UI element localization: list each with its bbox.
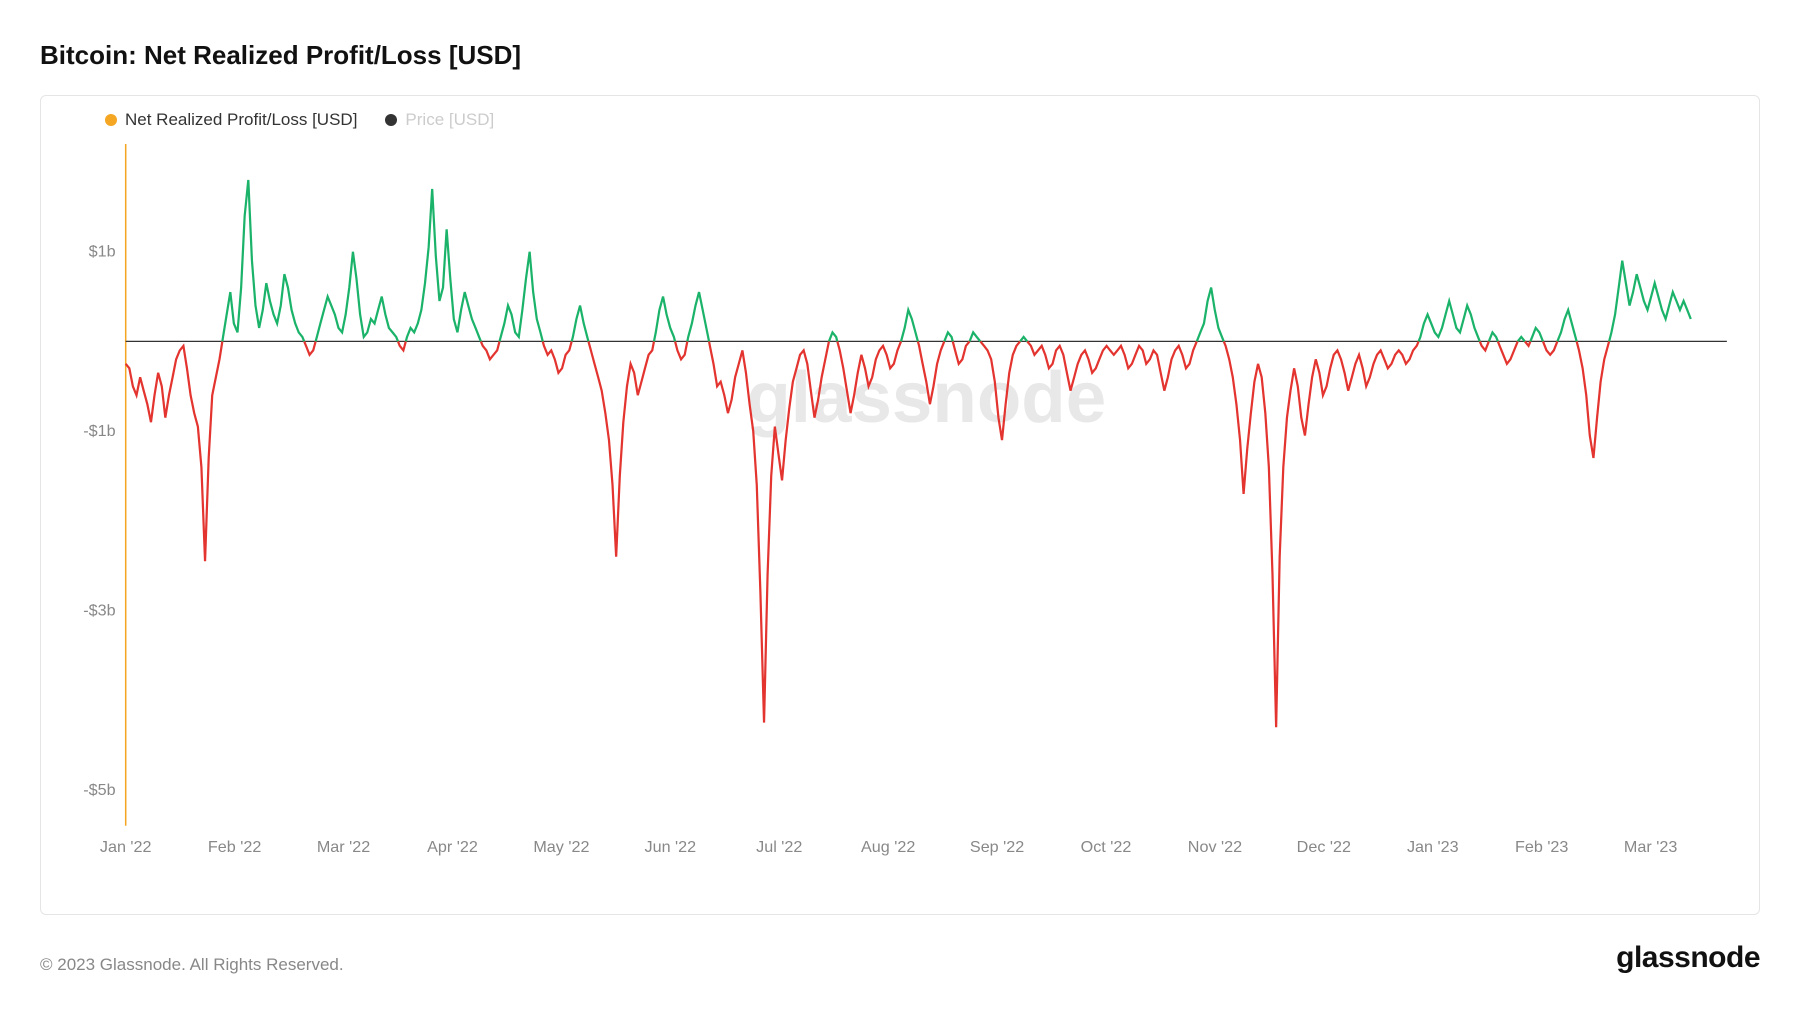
svg-text:glassnode: glassnode — [746, 357, 1106, 438]
legend-dot-icon — [105, 114, 117, 126]
svg-text:-$5b: -$5b — [83, 781, 115, 799]
svg-text:Mar '23: Mar '23 — [1624, 838, 1677, 856]
footer: © 2023 Glassnode. All Rights Reserved. g… — [40, 941, 1760, 975]
legend-item-series2: Price [USD] — [385, 110, 494, 130]
copyright-text: © 2023 Glassnode. All Rights Reserved. — [40, 955, 344, 975]
chart-container: Net Realized Profit/Loss [USD] Price [US… — [40, 95, 1760, 915]
svg-text:Apr '22: Apr '22 — [427, 838, 478, 856]
legend-item-series1: Net Realized Profit/Loss [USD] — [105, 110, 357, 130]
svg-text:-$3b: -$3b — [83, 602, 115, 620]
svg-text:Jul '22: Jul '22 — [756, 838, 802, 856]
svg-text:$1b: $1b — [89, 243, 116, 261]
svg-text:May '22: May '22 — [533, 838, 589, 856]
chart-svg: glassnode $1b -$1b -$3b -$5b Jan '22 Feb '22 Ma… — [61, 136, 1739, 860]
svg-text:Jun '22: Jun '22 — [644, 838, 696, 856]
legend-dot-icon — [385, 114, 397, 126]
svg-text:Oct '22: Oct '22 — [1081, 838, 1132, 856]
svg-text:Dec '22: Dec '22 — [1297, 838, 1351, 856]
legend-label: Price [USD] — [405, 110, 494, 130]
svg-text:Jan '23: Jan '23 — [1407, 838, 1459, 856]
svg-text:Sep '22: Sep '22 — [970, 838, 1024, 856]
svg-text:Feb '23: Feb '23 — [1515, 838, 1568, 856]
plot-area: glassnode $1b -$1b -$3b -$5b Jan '22 Feb '22 Ma… — [61, 136, 1739, 860]
legend-label: Net Realized Profit/Loss [USD] — [125, 110, 357, 130]
svg-text:Mar '22: Mar '22 — [317, 838, 370, 856]
brand-logo: glassnode — [1616, 941, 1760, 975]
chart-legend: Net Realized Profit/Loss [USD] Price [US… — [61, 110, 1739, 130]
svg-text:Nov '22: Nov '22 — [1188, 838, 1242, 856]
svg-text:Feb '22: Feb '22 — [208, 838, 261, 856]
svg-text:-$1b: -$1b — [83, 422, 115, 440]
svg-text:Jan '22: Jan '22 — [100, 838, 152, 856]
page-title: Bitcoin: Net Realized Profit/Loss [USD] — [40, 40, 1760, 71]
svg-text:Aug '22: Aug '22 — [861, 838, 915, 856]
